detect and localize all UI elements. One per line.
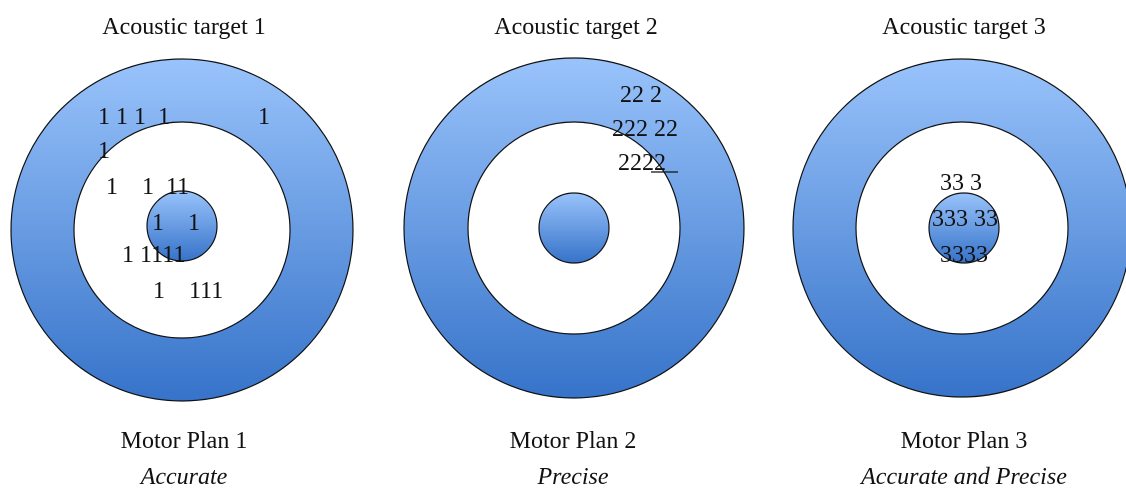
target-2-hits-row-2: 222 22 [612,116,678,142]
target-1-hits-row-5: 1 1111 [122,242,185,268]
target-3-title: Acoustic target 3 [882,14,1046,40]
target-1-hits-row-2: 1 [98,138,110,164]
target-1-hits-row-1: 1 1 1 1 [98,104,170,130]
target-1-title: Acoustic target 1 [102,14,266,40]
target-2: Acoustic target 2 22 2 222 22 2222 Motor… [403,14,745,490]
target-2-hits-row-1: 22 2 [620,82,662,108]
motor-plan-2-descriptor: Precise [536,464,608,490]
target-3-bullseye [928,192,1000,264]
target-1-hits-row-6: 1 111 [153,278,223,304]
target-2-bullseye [538,192,610,264]
target-3: Acoustic target 3 33 3 333 33 3333 Motor… [792,14,1126,490]
target-2-title: Acoustic target 2 [494,14,658,40]
target-1: Acoustic target 1 1 1 1 1 1 1 1 1 11 1 1… [10,14,354,490]
motor-plan-2-label: Motor Plan 2 [510,428,637,454]
motor-plan-3-descriptor: Accurate and Precise [859,464,1067,490]
target-1-hits-row-3: 1 1 11 [106,174,189,200]
motor-plan-1-descriptor: Accurate [139,464,228,490]
motor-plan-3-label: Motor Plan 3 [901,428,1028,454]
target-1-hits-row-4: 1 1 [152,210,200,236]
target-3-hits-row-1: 33 3 [940,170,982,196]
motor-plan-1-label: Motor Plan 1 [121,428,248,454]
target-1-hits-row-1b: 1 [258,104,270,130]
target-3-hits-row-2: 333 33 [932,206,998,232]
target-1-bullseye [146,190,218,262]
target-3-hits-row-3: 3333 [940,242,988,268]
